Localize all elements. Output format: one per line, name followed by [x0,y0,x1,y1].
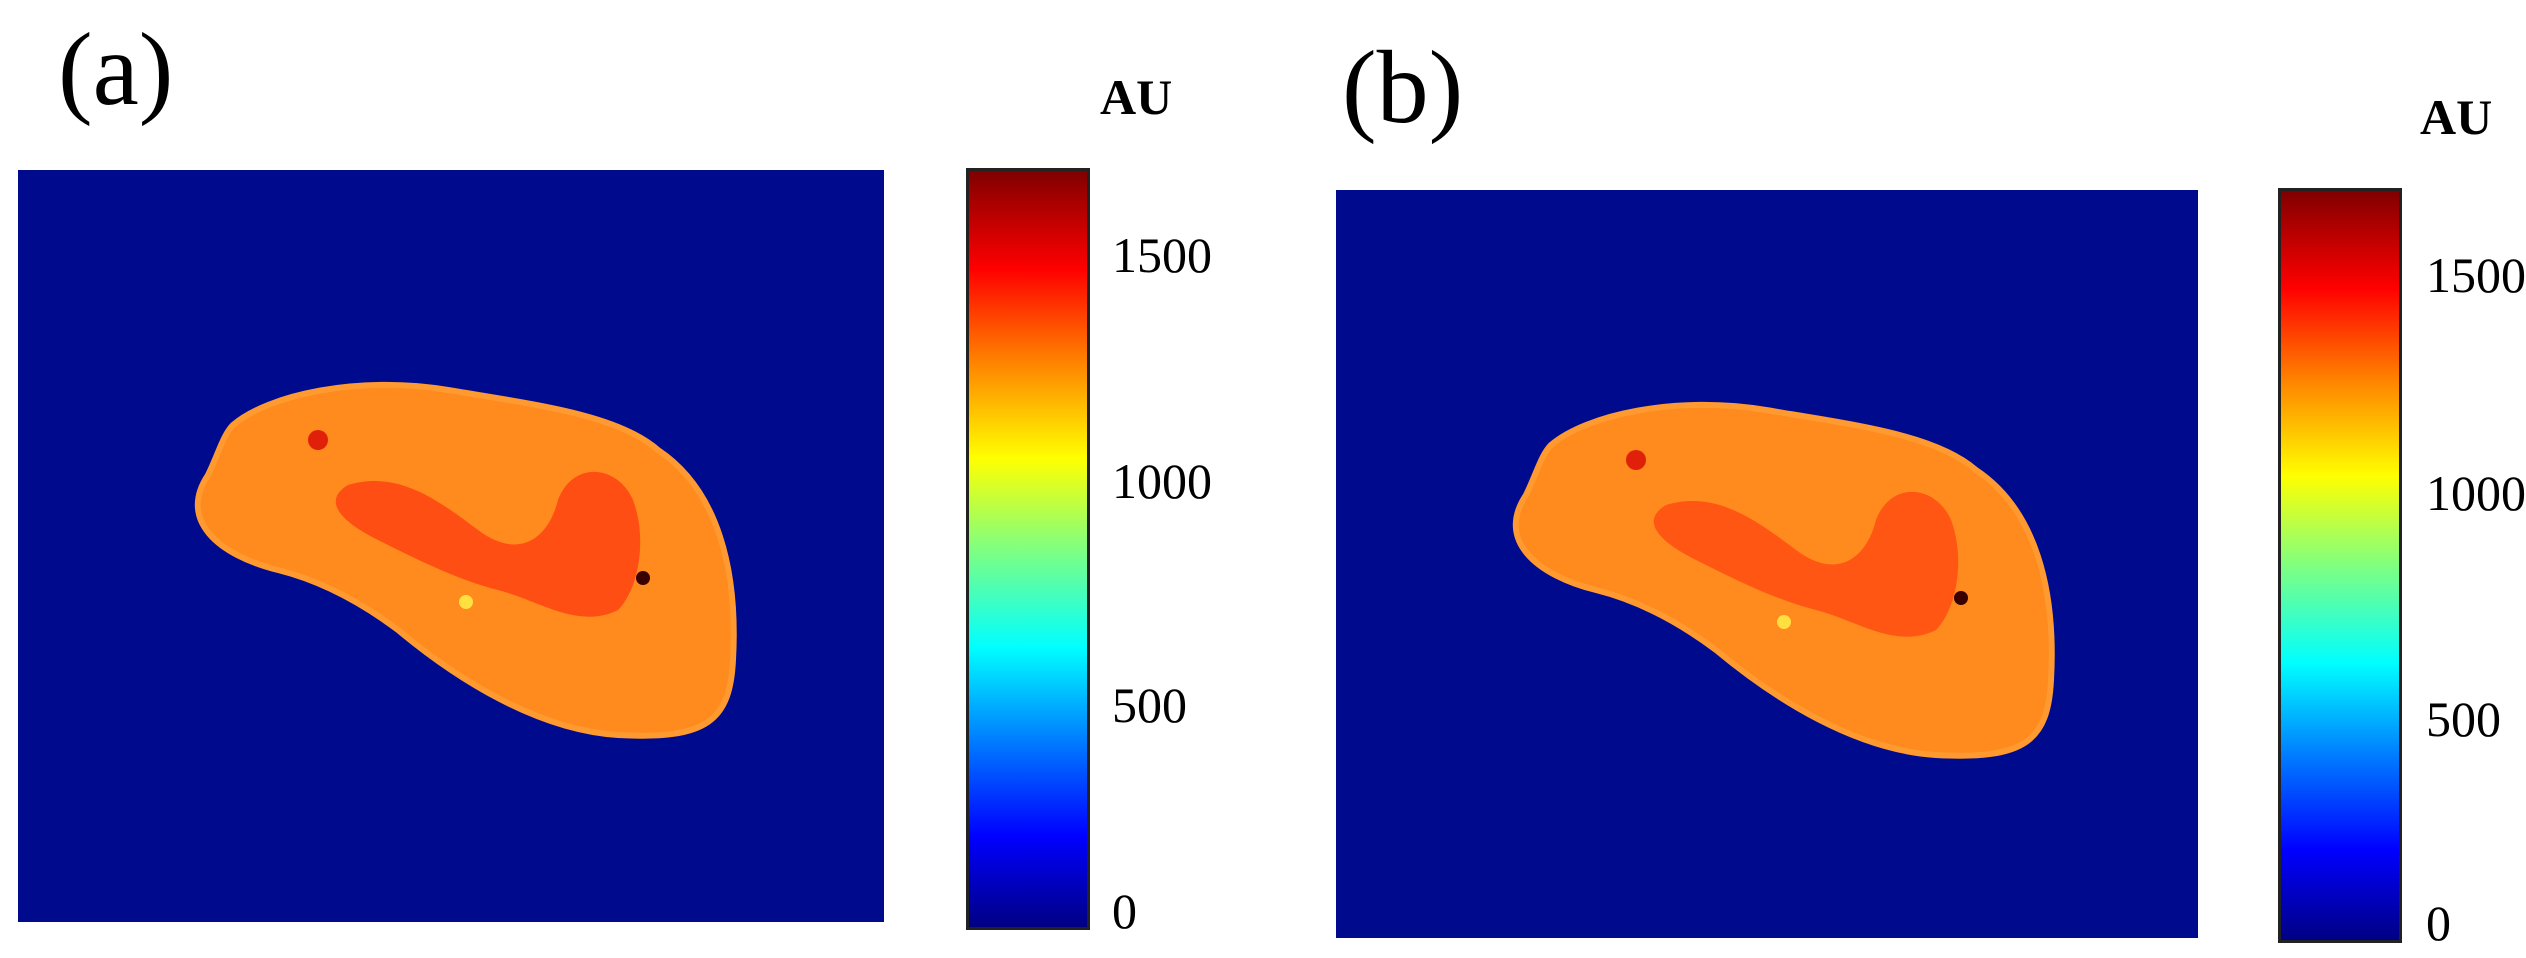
panel-a-tick-1500: 1500 [1112,227,1212,283]
panel-b-unit-label: AU [2420,89,2493,145]
panel-a-intensity-map [18,170,884,922]
panel-a-label: (a) [58,12,174,127]
panel-a-hot-region [335,471,641,617]
panel-a-tick-500: 500 [1112,677,1187,733]
panel-a-dark-spot [636,571,650,585]
panel-b-dark-spot [1954,591,1968,605]
panel-a-bright-spot [459,595,473,609]
panel-a-unit-label: AU [1100,69,1173,125]
panel-a-tick-0: 0 [1112,883,1137,939]
panel-b-tick-1000: 1000 [2426,465,2526,521]
panel-b-tick-500: 500 [2426,691,2501,747]
panel-b-intensity-map [1336,190,2198,938]
panel-b-bright-spot [1777,615,1791,629]
panel-a-tick-1000: 1000 [1112,453,1212,509]
panel-a-hot-spot [308,430,328,450]
panel-b-tick-0: 0 [2426,895,2451,951]
panel-b-hot-region [1653,491,1959,637]
panel-b-label: (b) [1342,30,1464,145]
panel-b-colorbar [2278,188,2402,943]
panel-a-colorbar [966,168,1090,930]
panel-b-hot-spot [1626,450,1646,470]
panel-b-tick-1500: 1500 [2426,247,2526,303]
